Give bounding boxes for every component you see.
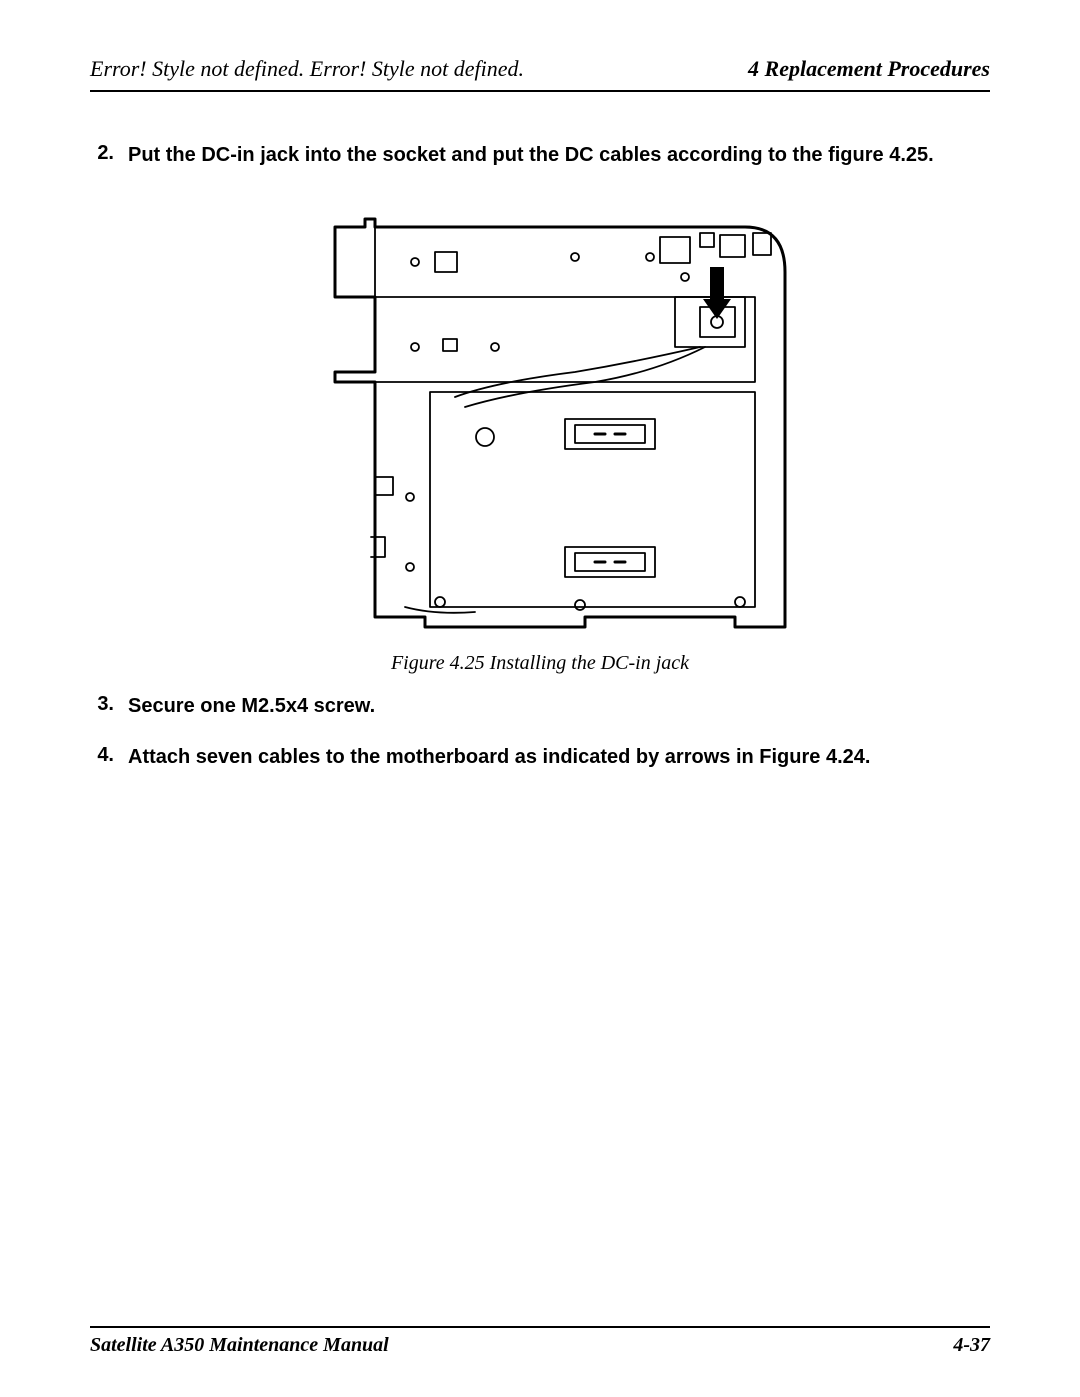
footer-page-number: 4-37	[953, 1334, 990, 1357]
header-left-text: Error! Style not defined. Error! Style n…	[90, 56, 524, 82]
step-4-number: 4.	[90, 744, 114, 771]
footer-rule	[90, 1326, 990, 1328]
dc-in-jack-diagram-icon	[275, 197, 805, 637]
page-footer: Satellite A350 Maintenance Manual 4-37	[90, 1326, 990, 1357]
step-3-text: Secure one M2.5x4 screw.	[128, 693, 990, 720]
step-4-text: Attach seven cables to the motherboard a…	[128, 744, 990, 771]
step-2-number: 2.	[90, 142, 114, 169]
step-3-number: 3.	[90, 693, 114, 720]
page-body: 2. Put the DC-in jack into the socket an…	[90, 142, 990, 771]
page-header: Error! Style not defined. Error! Style n…	[90, 56, 990, 82]
footer-left-text: Satellite A350 Maintenance Manual	[90, 1334, 389, 1357]
step-2-text: Put the DC-in jack into the socket and p…	[128, 142, 990, 169]
header-rule	[90, 90, 990, 92]
step-3: 3. Secure one M2.5x4 screw.	[90, 693, 990, 720]
figure-caption: Figure 4.25 Installing the DC-in jack	[90, 652, 990, 675]
step-4: 4. Attach seven cables to the motherboar…	[90, 744, 990, 771]
step-2: 2. Put the DC-in jack into the socket an…	[90, 142, 990, 169]
page: Error! Style not defined. Error! Style n…	[0, 0, 1080, 1397]
figure-4-25: Figure 4.25 Installing the DC-in jack	[90, 197, 990, 675]
header-right-text: 4 Replacement Procedures	[748, 56, 990, 82]
